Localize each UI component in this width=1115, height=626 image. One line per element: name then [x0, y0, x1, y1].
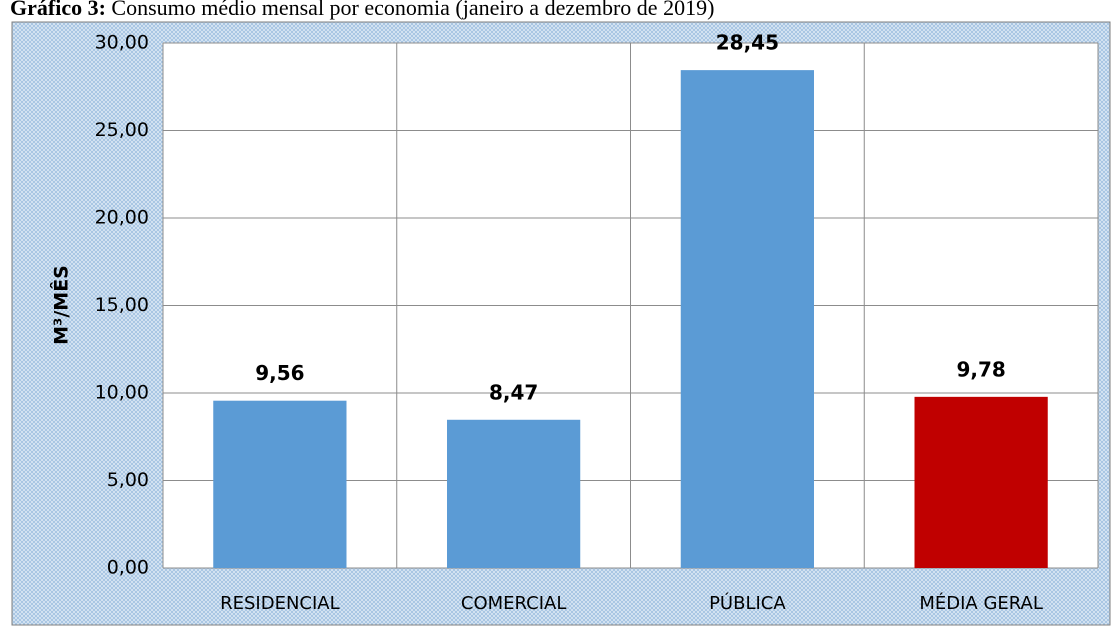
y-tick-label: 10,00: [95, 382, 149, 404]
value-label: 8,47: [489, 380, 538, 404]
y-tick-label: 25,00: [95, 119, 149, 141]
bar: [213, 400, 347, 568]
y-tick-label: 15,00: [95, 294, 149, 316]
value-label: 9,78: [956, 357, 1005, 381]
chart-title: Gráfico 3: Consumo médio mensal por econ…: [10, 0, 714, 20]
title-prefix: Gráfico 3:: [10, 0, 106, 20]
bar: [680, 70, 814, 568]
x-tick-label: RESIDENCIAL: [220, 593, 340, 614]
y-tick-label: 20,00: [95, 207, 149, 229]
bar: [447, 419, 581, 568]
value-label: 28,45: [716, 31, 779, 55]
y-axis-label: M³/MÊS: [50, 265, 73, 345]
value-label: 9,56: [255, 361, 304, 385]
y-tick-label: 30,00: [95, 32, 149, 54]
y-tick-label: 5,00: [107, 469, 149, 491]
x-tick-label: MÉDIA GERAL: [919, 592, 1043, 614]
bar: [914, 396, 1048, 568]
x-tick-label: PÚBLICA: [709, 592, 786, 614]
x-tick-label: COMERCIAL: [461, 593, 566, 614]
y-tick-label: 0,00: [107, 557, 149, 579]
title-text: Consumo médio mensal por economia (janei…: [111, 0, 714, 20]
